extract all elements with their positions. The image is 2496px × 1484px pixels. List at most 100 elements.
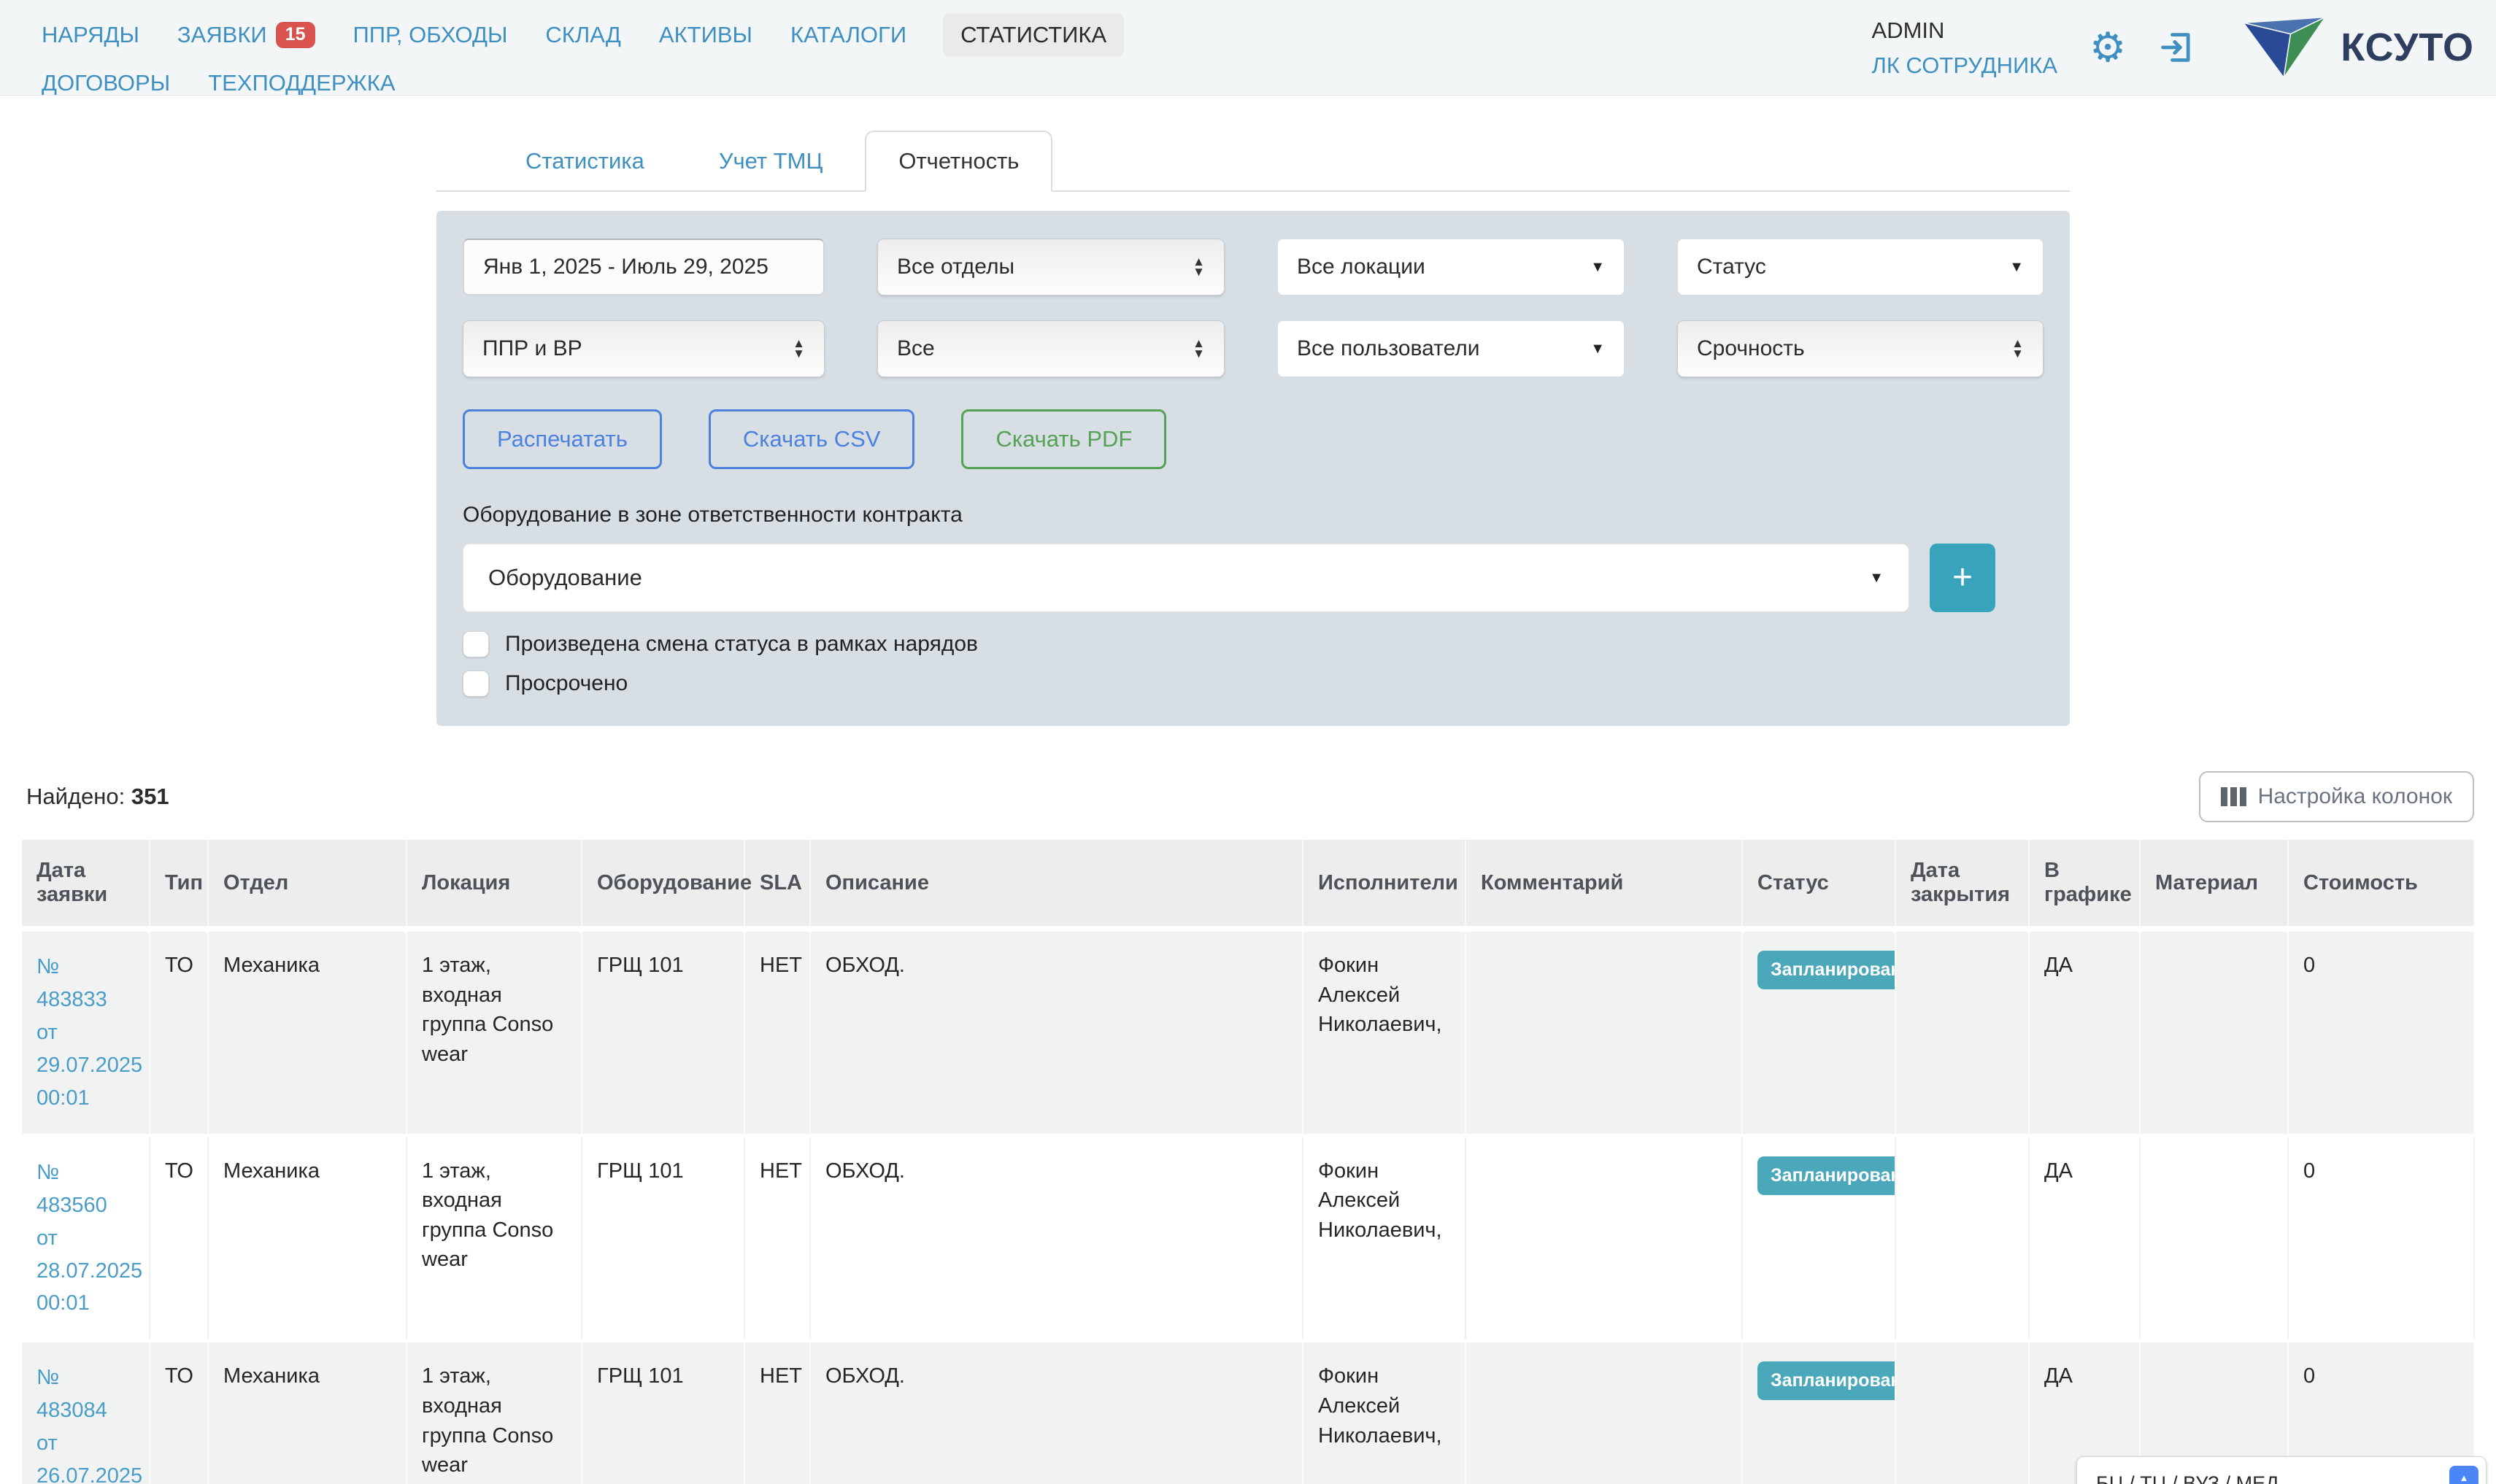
urgency-select[interactable]: Срочность ▲▼ [1677, 320, 2044, 377]
nav-item[interactable]: ППР, ОБХОДЫ [352, 16, 509, 54]
region-select[interactable]: БЦ / ТЦ / ВУЗ / МЕД ▲▼ [2076, 1456, 2487, 1484]
column-header: Локация [407, 840, 582, 929]
cell-cost: 0 [2288, 929, 2474, 1135]
cell-on-schedule: ДА [2029, 929, 2140, 1135]
cell-executors: Фокин Алексей Николаевич, [1303, 929, 1465, 1135]
tab[interactable]: Отчетность [865, 131, 1052, 192]
nav-item[interactable]: ТЕХПОДДЕРЖКА [207, 64, 396, 102]
nav-item[interactable]: СТАТИСТИКА [943, 13, 1124, 57]
request-link[interactable]: № 483833 от 29.07.2025 00:01 [36, 951, 124, 1115]
column-header: Отдел [208, 840, 407, 929]
nav-item[interactable]: ЗАЯВКИ15 [176, 16, 317, 54]
request-link[interactable]: № 483084 от 26.07.2025 00:01 [36, 1361, 124, 1484]
nav-item[interactable]: ДОГОВОРЫ [40, 64, 172, 102]
request-link[interactable]: № 483560 от 28.07.2025 00:01 [36, 1156, 124, 1321]
add-equipment-button[interactable]: + [1930, 544, 1995, 612]
department-select[interactable]: Все отделы ▲▼ [877, 239, 1225, 295]
cell-department: Механика [208, 929, 407, 1135]
table-row[interactable]: № 483833 от 29.07.2025 00:01 ТО Механика… [22, 929, 2474, 1135]
page: НАРЯДЫ ЗАЯВКИ15 ППР, ОБХОДЫ СКЛАД АКТИВЫ КАТА… [0, 0, 2496, 1484]
notification-badge: 15 [276, 22, 315, 48]
column-header: SLA [744, 840, 810, 929]
download-csv-button[interactable]: Скачать CSV [709, 409, 915, 469]
cell-comment [1465, 1341, 1742, 1484]
all-select[interactable]: Все ▲▼ [877, 320, 1225, 377]
cell-equipment: ГРЩ 101 [582, 1135, 744, 1341]
main-menu-row-1: НАРЯДЫ ЗАЯВКИ15 ППР, ОБХОДЫ СКЛАД АКТИВЫ КАТА… [40, 13, 1124, 57]
overdue-checkbox[interactable] [463, 670, 489, 697]
cell-status: Запланировано [1742, 1341, 1895, 1484]
column-header: Исполнители [1303, 840, 1465, 929]
equipment-value: Оборудование [488, 565, 642, 591]
filter-row-2: ППР и ВР ▲▼ Все ▲▼ Все пользователи ▼ Ср… [463, 320, 2044, 377]
cell-location: 1 этаж, входная группа Conso wear [407, 929, 582, 1135]
status-value: Статус [1697, 255, 1766, 279]
main-menu-row-2: ДОГОВОРЫ ТЕХПОДДЕРЖКА [40, 64, 1124, 102]
nav-item-label: ТЕХПОДДЕРЖКА [208, 70, 395, 96]
cell-sla: НЕТ [744, 929, 810, 1135]
filter-row-1: Янв 1, 2025 - Июль 29, 2025 Все отделы ▲… [463, 239, 2044, 295]
nav-item[interactable]: НАРЯДЫ [40, 16, 141, 54]
found-label: Найдено: [26, 784, 125, 809]
date-range-input[interactable]: Янв 1, 2025 - Июль 29, 2025 [463, 239, 825, 295]
location-value: Все локации [1297, 255, 1425, 279]
columns-icon [2221, 787, 2246, 806]
status-change-label: Произведена смена статуса в рамках наряд… [505, 632, 978, 657]
column-header: Описание [810, 840, 1303, 929]
equipment-label: Оборудование в зоне ответственности конт… [463, 503, 2044, 527]
column-header: Тип [150, 840, 208, 929]
cell-department: Механика [208, 1341, 407, 1484]
tab-bar: СтатистикаУчет ТМЦОтчетность [436, 131, 2070, 192]
nav-item[interactable]: КАТАЛОГИ [789, 16, 908, 54]
work-type-select[interactable]: ППР и ВР ▲▼ [463, 320, 825, 377]
overdue-checkbox-row[interactable]: Просрочено [463, 670, 2044, 697]
status-badge: Запланировано [1757, 951, 1895, 989]
cell-comment [1465, 929, 1742, 1135]
tab[interactable]: Статистика [493, 132, 677, 190]
status-change-checkbox-row[interactable]: Произведена смена статуса в рамках наряд… [463, 631, 2044, 657]
cell-location: 1 этаж, входная группа Conso wear [407, 1135, 582, 1341]
column-header: Материал [2140, 840, 2288, 929]
ksuto-logo: КСУТО [2241, 16, 2474, 79]
cell-location: 1 этаж, входная группа Conso wear [407, 1341, 582, 1484]
download-pdf-button[interactable]: Скачать PDF [961, 409, 1166, 469]
status-change-checkbox[interactable] [463, 631, 489, 657]
cell-type: ТО [150, 1135, 208, 1341]
tab[interactable]: Учет ТМЦ [687, 132, 855, 190]
column-header: Статус [1742, 840, 1895, 929]
user-name: ADMIN [1872, 18, 2057, 44]
urgency-value: Срочность [1697, 336, 1805, 361]
nav-item[interactable]: СКЛАД [544, 16, 623, 54]
table-row[interactable]: № 483560 от 28.07.2025 00:01 ТО Механика… [22, 1135, 2474, 1341]
column-header: Дата закрытия [1895, 840, 2029, 929]
cell-department: Механика [208, 1135, 407, 1341]
cell-executors: Фокин Алексей Николаевич, [1303, 1341, 1465, 1484]
cell-equipment: ГРЩ 101 [582, 929, 744, 1135]
status-badge: Запланировано [1757, 1156, 1895, 1195]
employee-account-link[interactable]: ЛК СОТРУДНИКА [1872, 53, 2057, 79]
status-select[interactable]: Статус ▼ [1677, 239, 2044, 295]
filter-panel: Янв 1, 2025 - Июль 29, 2025 Все отделы ▲… [436, 211, 2070, 726]
logout-icon[interactable] [2158, 28, 2196, 66]
cell-description: ОБХОД. [810, 1341, 1303, 1484]
column-header: Стоимость [2288, 840, 2474, 929]
location-select[interactable]: Все локации ▼ [1277, 239, 1625, 295]
cell-close-date [1895, 1341, 2029, 1484]
gear-icon[interactable]: ⚙ [2089, 27, 2126, 68]
cell-executors: Фокин Алексей Николаевич, [1303, 1135, 1465, 1341]
table-header-row: Дата заявкиТипОтделЛокацияОборудованиеSL… [22, 840, 2474, 929]
column-settings-button[interactable]: Настройка колонок [2199, 771, 2474, 822]
nav-item[interactable]: АКТИВЫ [658, 16, 754, 54]
print-button[interactable]: Распечатать [463, 409, 662, 469]
nav-item-label: СТАТИСТИКА [960, 22, 1106, 48]
equipment-select[interactable]: Оборудование ▼ [463, 544, 1909, 612]
nav-item-label: СКЛАД [545, 22, 621, 48]
select-spinner-icon: ▲▼ [1193, 339, 1205, 360]
column-settings-label: Настройка колонок [2258, 784, 2452, 809]
users-select[interactable]: Все пользователи ▼ [1277, 320, 1625, 377]
select-spinner-icon: ▲▼ [1193, 257, 1205, 278]
select-spinner-icon: ▲▼ [2011, 339, 2024, 360]
nav-item-label: НАРЯДЫ [42, 22, 139, 48]
cell-close-date [1895, 1135, 2029, 1341]
cell-on-schedule: ДА [2029, 1135, 2140, 1341]
